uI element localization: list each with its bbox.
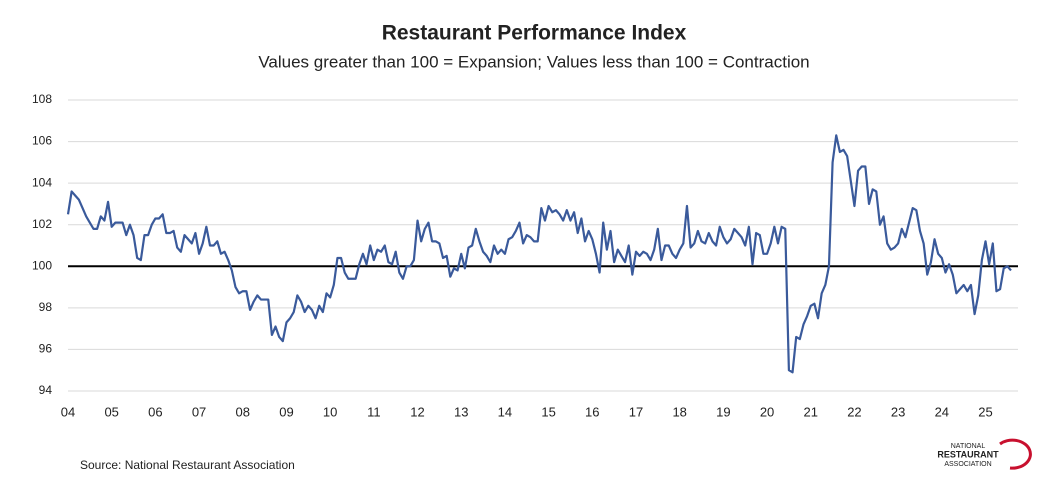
x-tick-label: 19 [716,404,730,419]
y-tick-label: 98 [39,300,53,314]
y-tick-label: 96 [39,342,53,356]
x-tick-label: 09 [279,404,293,419]
x-tick-label: 07 [192,404,206,419]
x-tick-label: 25 [978,404,992,419]
y-tick-label: 102 [32,217,52,231]
y-tick-label: 100 [32,258,52,272]
x-tick-label: 04 [61,404,75,419]
x-tick-label: 23 [891,404,905,419]
y-tick-label: 108 [32,92,52,106]
x-tick-label: 18 [672,404,686,419]
x-tick-label: 11 [367,404,381,419]
x-tick-label: 21 [804,404,818,419]
logo-arc [999,438,1032,470]
y-tick-label: 94 [39,383,53,397]
logo-text: ASSOCIATION [944,461,991,468]
logo: NATIONAL RESTAURANT ASSOCIATION [937,438,1032,470]
x-tick-label: 05 [104,404,118,419]
x-tick-label: 20 [760,404,774,419]
x-tick-label: 08 [236,404,250,419]
x-tick-label: 13 [454,404,468,419]
x-tick-label: 22 [847,404,861,419]
x-tick-label: 12 [410,404,424,419]
x-tick-label: 06 [148,404,162,419]
x-tick-label: 15 [541,404,555,419]
chart-subtitle: Values greater than 100 = Expansion; Val… [258,52,809,71]
logo-text: RESTAURANT [937,449,999,459]
x-tick-label: 16 [585,404,599,419]
logo-text: NATIONAL [951,443,986,450]
source: Source: National Restaurant Association [80,458,295,472]
y-tick-label: 106 [32,134,52,148]
x-tick-label: 24 [935,404,949,419]
x-tick-label: 17 [629,404,643,419]
series-line [66,134,1012,374]
x-tick-label: 10 [323,404,337,419]
x-tick-label: 14 [498,404,512,419]
y-tick-label: 104 [32,175,52,189]
chart-title: Restaurant Performance Index [382,22,687,45]
